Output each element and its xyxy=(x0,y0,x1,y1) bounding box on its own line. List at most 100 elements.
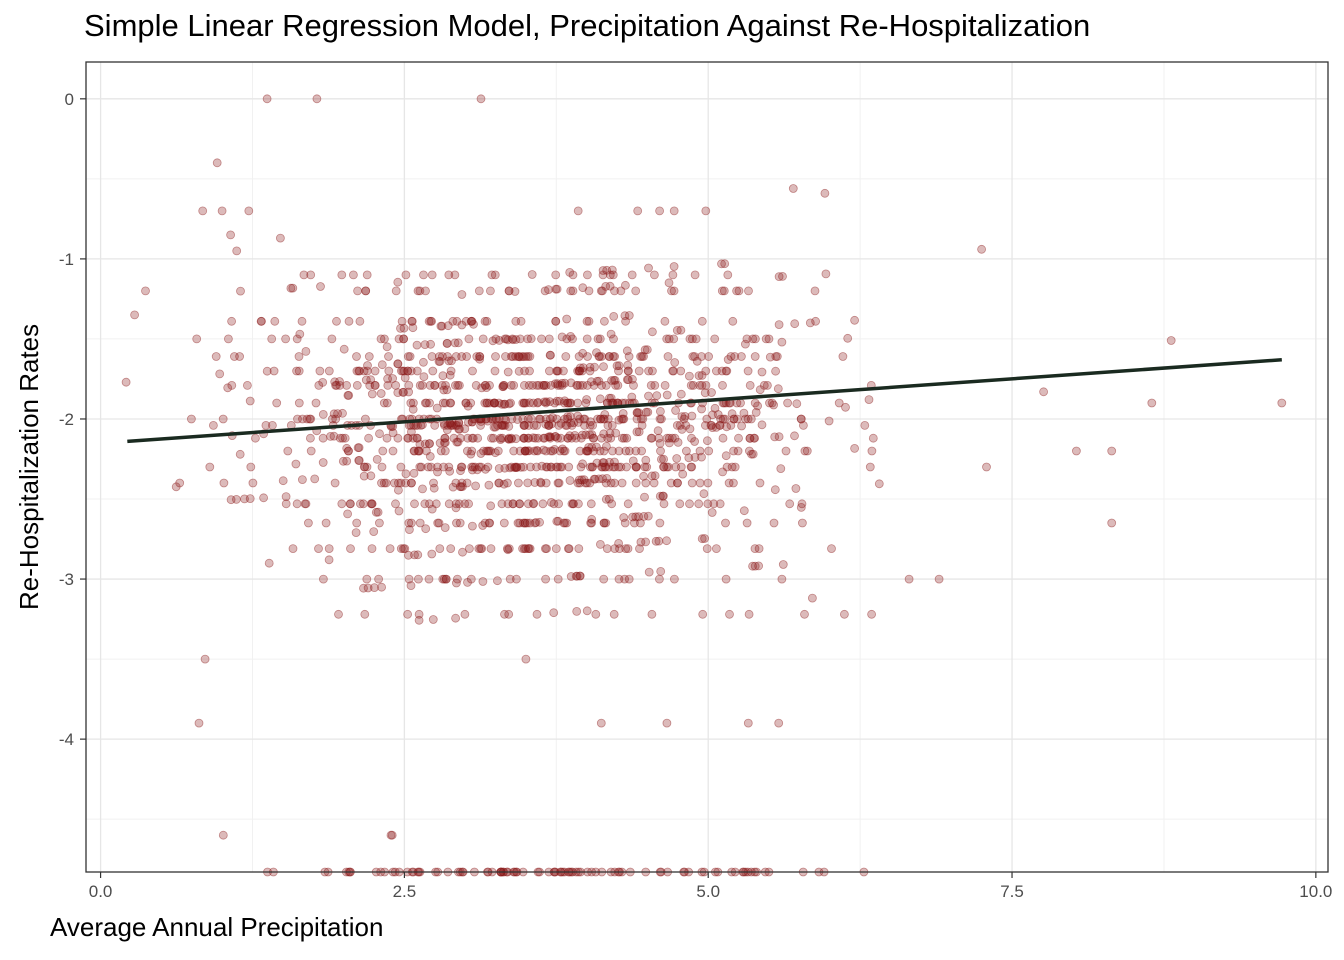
data-point xyxy=(449,433,459,443)
data-point xyxy=(572,380,582,390)
data-point xyxy=(508,499,518,509)
data-point xyxy=(874,479,884,489)
data-point xyxy=(523,433,533,443)
data-point xyxy=(697,380,707,390)
data-point xyxy=(486,446,495,456)
data-point xyxy=(581,398,591,408)
data-point xyxy=(552,414,562,424)
data-point xyxy=(457,320,467,330)
data-point xyxy=(532,420,542,430)
data-point xyxy=(805,318,815,328)
data-point xyxy=(555,396,564,406)
data-point xyxy=(491,352,500,361)
data-point xyxy=(667,286,676,296)
data-point xyxy=(720,259,730,269)
data-point xyxy=(245,396,255,406)
data-point xyxy=(578,363,588,373)
data-point xyxy=(581,430,591,440)
data-point xyxy=(546,350,555,360)
data-point xyxy=(620,518,630,528)
data-point xyxy=(551,379,560,389)
data-point xyxy=(544,420,553,430)
data-point xyxy=(301,346,311,356)
data-point xyxy=(572,607,582,616)
regression-line xyxy=(127,358,1282,444)
data-point xyxy=(352,352,361,361)
data-point xyxy=(559,446,569,456)
data-point xyxy=(429,478,438,488)
data-point xyxy=(687,462,697,472)
data-point xyxy=(713,410,723,419)
data-point xyxy=(437,321,447,331)
data-point xyxy=(725,609,734,619)
data-point xyxy=(575,380,585,390)
data-point xyxy=(444,270,454,280)
data-point xyxy=(643,407,653,417)
data-point xyxy=(598,266,608,275)
data-point xyxy=(504,609,514,619)
data-point xyxy=(227,316,237,326)
data-point xyxy=(353,443,363,453)
data-point xyxy=(569,418,579,428)
data-point xyxy=(734,286,744,296)
data-point xyxy=(659,462,668,472)
data-point xyxy=(554,499,563,509)
data-point xyxy=(697,452,706,462)
data-point xyxy=(802,446,812,456)
data-point xyxy=(679,414,689,424)
data-point xyxy=(192,334,202,344)
data-point xyxy=(442,338,452,348)
data-point xyxy=(408,433,418,443)
data-point xyxy=(364,433,374,443)
data-point xyxy=(452,420,462,430)
data-point xyxy=(521,544,531,553)
data-point xyxy=(662,390,672,400)
data-point xyxy=(482,383,491,393)
data-point xyxy=(511,434,521,444)
data-point xyxy=(650,270,659,280)
data-point xyxy=(299,270,309,280)
data-point xyxy=(245,494,255,504)
data-point xyxy=(632,408,642,418)
data-point xyxy=(745,433,755,443)
data-point xyxy=(659,499,669,509)
data-point xyxy=(800,446,810,456)
data-point xyxy=(621,280,630,290)
data-point xyxy=(754,544,764,553)
data-point xyxy=(446,366,456,376)
data-point xyxy=(286,283,296,293)
data-point xyxy=(504,434,514,444)
data-point xyxy=(477,544,487,553)
data-point xyxy=(310,474,320,484)
data-point xyxy=(364,352,374,361)
data-point xyxy=(324,366,334,376)
data-point xyxy=(597,352,606,361)
data-point xyxy=(503,335,513,345)
data-point xyxy=(729,478,738,488)
data-point xyxy=(711,422,721,432)
data-point xyxy=(453,380,463,390)
data-point xyxy=(295,329,305,339)
data-point xyxy=(739,408,749,418)
data-point xyxy=(385,544,395,553)
data-point xyxy=(292,334,302,344)
data-point xyxy=(616,286,626,296)
data-point xyxy=(493,446,503,456)
data-point xyxy=(610,544,620,553)
data-point xyxy=(404,380,414,390)
data-point xyxy=(226,495,236,505)
data-point xyxy=(231,494,241,504)
data-point xyxy=(518,398,528,408)
data-point xyxy=(508,335,518,345)
data-point xyxy=(659,491,668,501)
data-point xyxy=(431,499,441,509)
data-point xyxy=(379,478,389,488)
data-point xyxy=(608,446,617,456)
data-point xyxy=(427,316,437,326)
data-point xyxy=(318,433,328,443)
data-point xyxy=(541,446,551,456)
data-point xyxy=(466,449,476,459)
data-point xyxy=(606,478,616,488)
data-point xyxy=(515,352,525,362)
data-point xyxy=(456,462,466,472)
